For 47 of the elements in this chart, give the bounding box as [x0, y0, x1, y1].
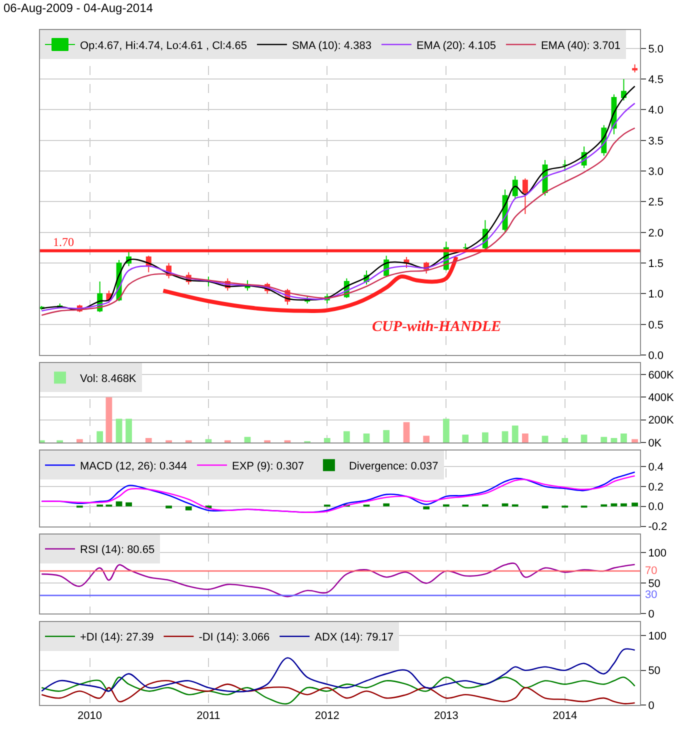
y-tick-label: 0K — [648, 437, 662, 450]
legend-label: +DI (14): 27.39 — [80, 632, 154, 644]
x-tick-label: 2013 — [434, 710, 458, 722]
legend-label: EMA (20): 4.105 — [416, 40, 496, 52]
y-tick-label: 600K — [648, 369, 675, 382]
x-tick-label: 2014 — [552, 710, 578, 722]
y-tick-label: 5.0 — [648, 43, 664, 56]
y-tick-label: 200K — [648, 414, 675, 427]
legend-label: ADX (14): 79.17 — [314, 632, 394, 644]
y-tick-label: -0.2 — [648, 521, 668, 534]
y-tick-label: 0.4 — [648, 461, 664, 474]
y-tick-label: 50 — [648, 578, 660, 590]
y-tick-label: 2.0 — [648, 227, 664, 240]
y-tick-label: 100 — [648, 548, 667, 560]
annotation: CUP-with-HANDLE — [372, 319, 502, 335]
chart-title: 06-Aug-2009 - 04-Aug-2014 — [3, 1, 154, 16]
y-tick-label: 4.5 — [648, 74, 664, 86]
y-tick-label: 0.0 — [648, 350, 664, 362]
y-tick-label: 4.0 — [648, 104, 664, 117]
legend-label: Vol: 8.468K — [80, 372, 137, 385]
x-tick-label: 2011 — [196, 710, 220, 722]
legend-label: EXP (9): 0.307 — [232, 460, 304, 472]
legend-label: -DI (14): 3.066 — [198, 632, 270, 644]
ref-line-label: 1.70 — [53, 235, 74, 249]
y-tick-label: 1.0 — [648, 288, 664, 301]
ref-line-label: 70 — [645, 565, 658, 577]
y-tick-label: 0 — [648, 608, 654, 621]
legend-label: SMA (10): 4.383 — [292, 40, 372, 52]
legend-label: EMA (40): 3.701 — [540, 40, 620, 52]
y-tick-label: 3.5 — [648, 135, 664, 148]
y-tick-label: 2.5 — [648, 196, 664, 209]
legend-label: RSI (14): 80.65 — [80, 544, 155, 556]
y-tick-label: 1.5 — [648, 258, 664, 270]
y-tick-label: 100 — [648, 630, 667, 643]
y-tick-label: 0.5 — [648, 319, 664, 332]
legend-label: Op:4.67, Hi:4.74, Lo:4.61 , Cl:4.65 — [80, 40, 247, 52]
x-tick-label: 2010 — [78, 710, 102, 722]
y-tick-label: 0 — [648, 700, 654, 712]
legend-label: Divergence: 0.037 — [348, 460, 438, 472]
y-tick-label: 0.2 — [648, 481, 664, 494]
y-tick-label: 50 — [648, 665, 660, 678]
legend-label: MACD (12, 26): 0.344 — [80, 460, 187, 472]
ref-line-label: 30 — [645, 589, 658, 601]
y-tick-label: 3.0 — [648, 166, 664, 178]
y-tick-label: 400K — [648, 392, 675, 404]
y-tick-label: 0.0 — [648, 501, 664, 514]
x-tick-label: 2012 — [314, 710, 340, 722]
